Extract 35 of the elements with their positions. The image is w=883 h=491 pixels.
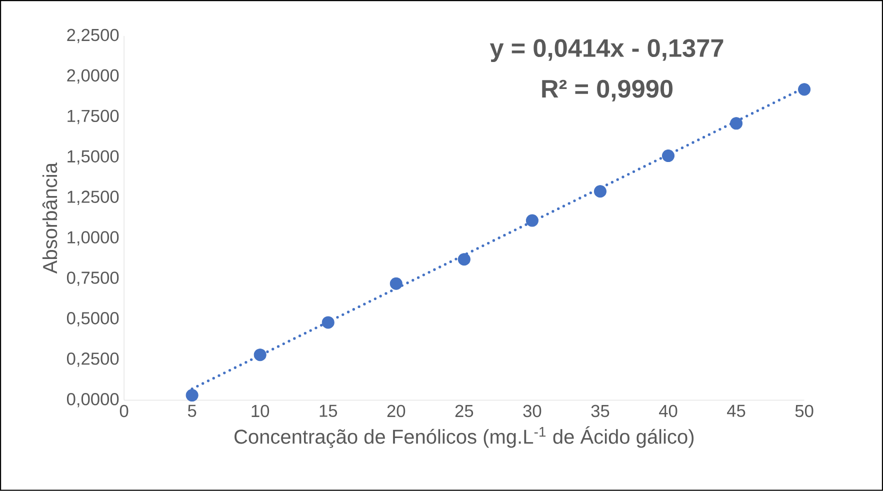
- x-tick-label: 0: [120, 404, 128, 418]
- y-tick-label: 1,0000: [68, 231, 119, 246]
- point: [526, 214, 538, 227]
- y-tick-label: 2,0000: [67, 69, 119, 84]
- x-tick-label: 5: [188, 404, 196, 418]
- point: [458, 253, 470, 266]
- y-tick-label: 2,2500: [67, 28, 119, 44]
- annotation: R² = 0,9990: [542, 80, 673, 102]
- x-tick-label: 10: [252, 404, 270, 418]
- y-axis-title: Absorbância: [42, 162, 58, 274]
- x-tick-label: 35: [591, 404, 610, 418]
- y-tick-label: 0,2500: [66, 352, 119, 367]
- point: [594, 185, 606, 198]
- x-tick-label: 30: [523, 404, 542, 418]
- x-tick-label: 20: [387, 404, 406, 418]
- annotation: y = 0,0414x - 0,1377: [490, 39, 724, 62]
- x-tick-label: 15: [320, 404, 338, 418]
- x-axis-title: Concentração de Fenólicos (mg.L$^{-1}$ de Ácido gálico): [234, 426, 694, 448]
- point: [186, 389, 198, 402]
- x-tick-label: 25: [455, 404, 474, 418]
- point: [798, 83, 811, 96]
- x-tick-label: 45: [727, 404, 746, 418]
- point: [662, 150, 675, 162]
- point: [254, 348, 266, 362]
- point: [322, 316, 334, 329]
- point: [730, 117, 743, 130]
- y-tick-label: 0,7500: [66, 272, 119, 286]
- x-tick-label: 50: [795, 404, 814, 418]
- y-tick-label: 1,7500: [68, 110, 119, 124]
- point: [390, 277, 402, 290]
- y-tick-label: 1,2500: [68, 190, 119, 206]
- y-tick-label: 1,5000: [68, 150, 119, 165]
- y-tick-label: 0,5000: [66, 312, 119, 326]
- y-tick-label: 0,0000: [66, 393, 119, 408]
- x-tick-label: 40: [659, 404, 678, 418]
